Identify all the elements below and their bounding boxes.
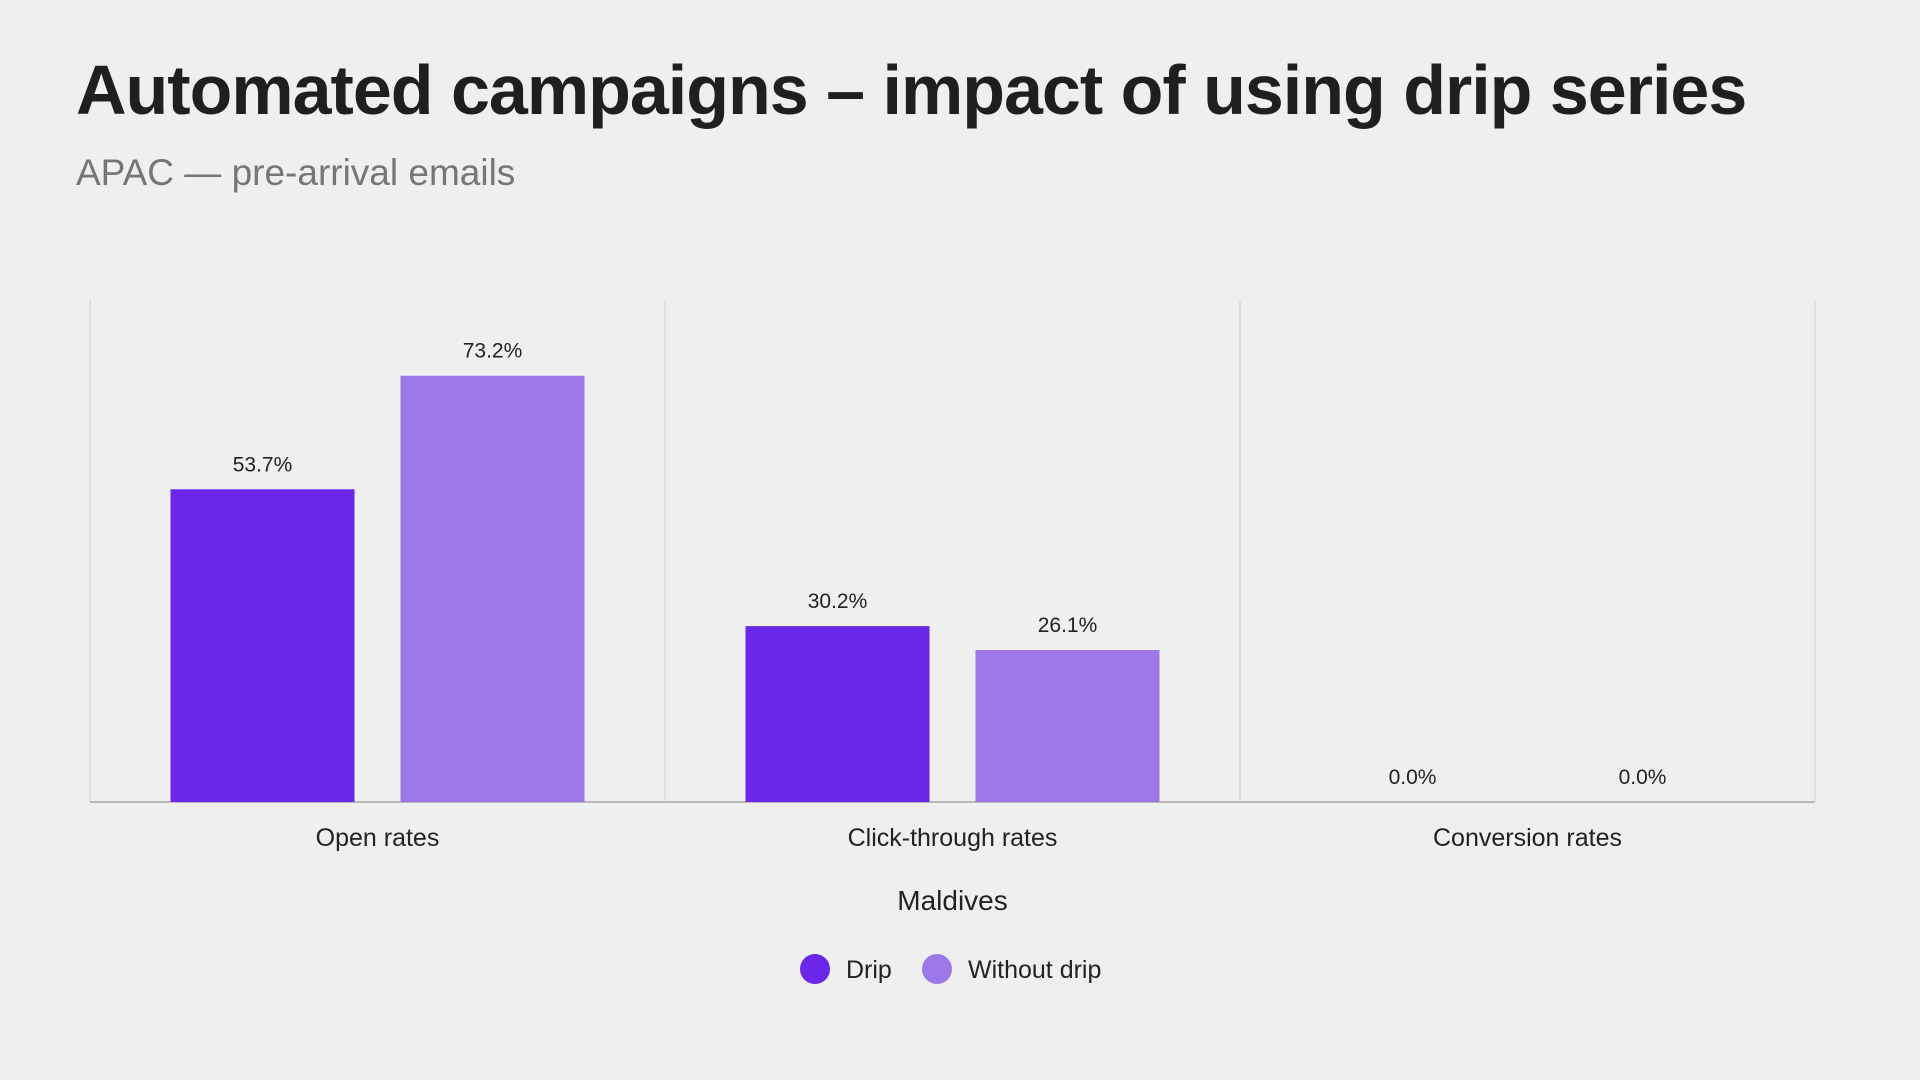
legend-label: Drip xyxy=(846,956,892,984)
legend-label: Without drip xyxy=(968,956,1101,984)
bar-value-label: 26.1% xyxy=(1038,614,1098,637)
bar-drip xyxy=(170,489,355,802)
x-axis-title: Maldives xyxy=(897,885,1007,916)
category-label: Open rates xyxy=(316,824,440,852)
bar-drip xyxy=(745,626,930,802)
bar-value-label: 0.0% xyxy=(1619,766,1667,789)
category-label: Click-through rates xyxy=(848,824,1058,852)
bar-without-drip xyxy=(400,375,585,802)
bar-value-label: 53.7% xyxy=(233,453,293,476)
legend-swatch xyxy=(800,954,830,984)
bar-without-drip xyxy=(975,650,1160,802)
bar-value-label: 0.0% xyxy=(1389,766,1437,789)
bar-value-label: 73.2% xyxy=(463,340,523,363)
category-label: Conversion rates xyxy=(1433,824,1622,852)
legend-swatch xyxy=(922,954,952,984)
chart-subtitle: APAC — pre-arrival emails xyxy=(76,152,516,193)
bar-value-label: 30.2% xyxy=(808,590,868,613)
chart-title: Automated campaigns – impact of using dr… xyxy=(76,51,1747,129)
